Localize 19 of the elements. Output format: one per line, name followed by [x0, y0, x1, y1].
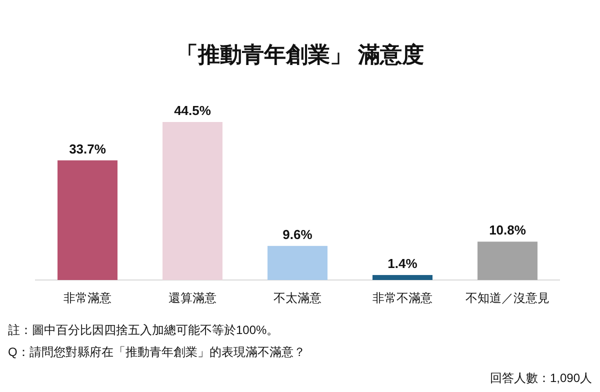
bar — [58, 160, 118, 280]
x-tick-label: 不太滿意 — [274, 291, 322, 305]
bar — [478, 242, 538, 280]
text: 註：圖中百分比因四捨五入加總可能不等於100%。 — [8, 323, 279, 337]
x-tick-label: 非常滿意 — [64, 291, 112, 305]
bar — [162, 122, 222, 280]
x-tick-label: 不知道／沒意見 — [466, 291, 550, 305]
data-label: 9.6% — [282, 226, 313, 242]
text: 回答人數：1,090人 — [490, 371, 592, 385]
data-label: 44.5% — [174, 103, 212, 118]
text: Q：請問您對縣府在「推動青年創業」的表現滿不滿意？ — [8, 345, 306, 359]
chart-title: 「推動青年創業」 滿意度 — [176, 42, 424, 67]
data-label: 1.4% — [388, 256, 418, 272]
bar — [268, 246, 328, 280]
data-label: 33.7% — [69, 141, 106, 156]
x-tick-label: 還算滿意 — [168, 291, 216, 305]
bar — [372, 275, 432, 280]
data-label: 10.8% — [489, 222, 526, 238]
x-tick-label: 非常不滿意 — [372, 291, 432, 305]
